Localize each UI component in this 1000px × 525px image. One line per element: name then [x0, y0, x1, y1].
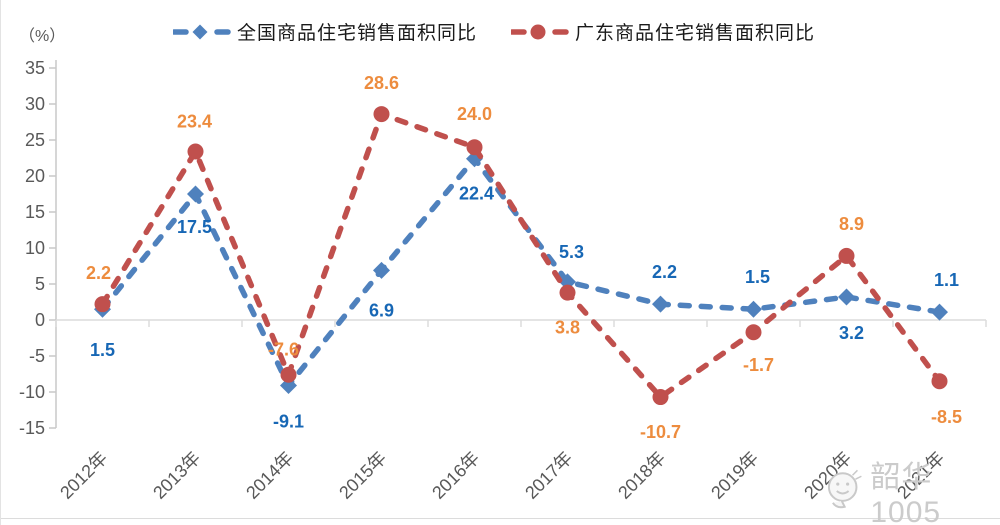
svg-text:22.4: 22.4: [459, 184, 494, 204]
line-diamond-marker-icon: [173, 24, 231, 39]
watermark: 韶华1005: [823, 452, 1000, 525]
svg-text:2012年: 2012年: [56, 448, 111, 503]
svg-text:35: 35: [25, 58, 45, 78]
svg-text:2014年: 2014年: [242, 448, 297, 503]
svg-text:2015年: 2015年: [335, 448, 390, 503]
svg-text:10: 10: [25, 238, 45, 258]
svg-text:-1.7: -1.7: [743, 355, 774, 375]
svg-text:2016年: 2016年: [428, 448, 483, 503]
svg-text:5.3: 5.3: [559, 242, 584, 262]
line-circle-marker-icon: [511, 24, 569, 39]
watermark-text: 韶华1005: [870, 461, 942, 525]
svg-text:15: 15: [25, 202, 45, 222]
svg-text:28.6: 28.6: [364, 73, 399, 93]
y-axis-unit-label: （%）: [19, 28, 66, 45]
legend-label-national: 全国商品住宅销售面积同比: [237, 23, 478, 44]
svg-text:-5: -5: [29, 346, 45, 366]
svg-text:30: 30: [25, 94, 45, 114]
svg-text:20: 20: [25, 166, 45, 186]
svg-text:8.9: 8.9: [839, 214, 864, 234]
bottom-border-line: [1, 518, 1000, 519]
chart-legend: 全国商品住宅销售面积同比 广东商品住宅销售面积同比: [173, 18, 815, 45]
svg-text:-10: -10: [19, 382, 45, 402]
svg-text:1.5: 1.5: [745, 267, 770, 287]
svg-text:2019年: 2019年: [707, 448, 762, 503]
svg-text:3.8: 3.8: [555, 318, 580, 338]
svg-text:25: 25: [25, 130, 45, 150]
legend-item-national: 全国商品住宅销售面积同比: [173, 18, 477, 45]
svg-text:1.1: 1.1: [934, 270, 959, 290]
svg-text:3.2: 3.2: [839, 323, 864, 343]
svg-text:2013年: 2013年: [149, 448, 204, 503]
svg-text:-10.7: -10.7: [640, 422, 681, 442]
legend-item-guangdong: 广东商品住宅销售面积同比: [511, 18, 815, 45]
svg-text:1.5: 1.5: [90, 340, 115, 360]
legend-label-guangdong: 广东商品住宅销售面积同比: [575, 23, 816, 44]
svg-text:2018年: 2018年: [614, 448, 669, 503]
svg-text:2017年: 2017年: [521, 448, 576, 503]
svg-text:2.2: 2.2: [652, 262, 677, 282]
svg-text:-9.1: -9.1: [273, 412, 304, 432]
svg-text:2.2: 2.2: [86, 263, 111, 283]
svg-text:-15: -15: [19, 418, 45, 438]
svg-text:-8.5: -8.5: [931, 407, 962, 427]
svg-text:23.4: 23.4: [177, 112, 212, 132]
face-emoji-icon: [827, 469, 862, 509]
svg-text:17.5: 17.5: [177, 217, 212, 237]
svg-text:6.9: 6.9: [369, 300, 394, 320]
svg-text:-7.6: -7.6: [268, 340, 299, 360]
svg-text:5: 5: [35, 274, 45, 294]
svg-text:0: 0: [35, 310, 45, 330]
svg-text:24.0: 24.0: [457, 104, 492, 124]
